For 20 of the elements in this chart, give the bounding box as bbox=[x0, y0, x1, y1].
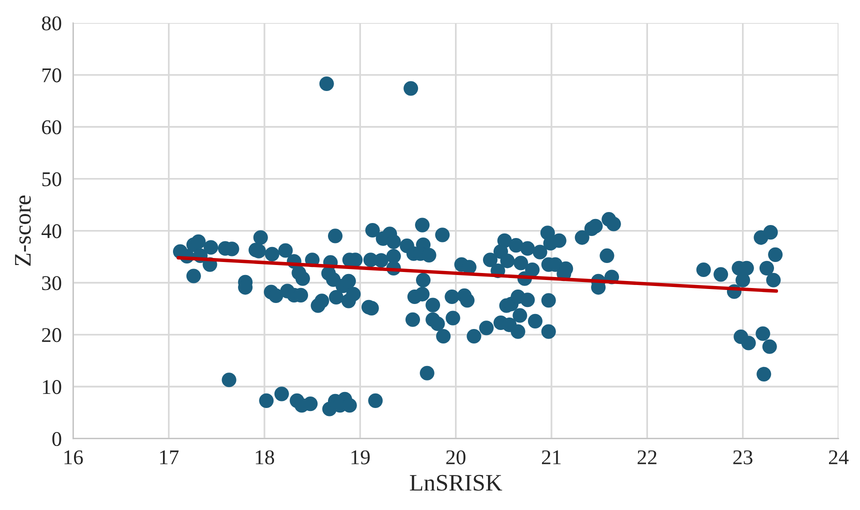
y-axis-title: Z-score bbox=[15, 196, 31, 266]
x-tick-label: 18 bbox=[256, 450, 274, 464]
y-tick-label: 0 bbox=[52, 432, 62, 446]
x-axis-title: LnSRISK bbox=[410, 474, 502, 491]
y-tick-label: 30 bbox=[42, 276, 62, 290]
x-tick-label: 16 bbox=[64, 450, 83, 464]
x-tick-label: 17 bbox=[160, 450, 179, 464]
y-tick-label: 40 bbox=[42, 224, 62, 238]
y-tick-label: 10 bbox=[42, 380, 62, 394]
x-tick-label: 19 bbox=[352, 450, 370, 464]
x-tick-label: 21 bbox=[542, 450, 561, 464]
y-tick-label: 80 bbox=[42, 16, 62, 30]
y-tick-label: 20 bbox=[42, 328, 62, 342]
x-tick-label: 22 bbox=[638, 450, 656, 464]
x-tick-label: 23 bbox=[733, 450, 752, 464]
y-tick-label: 60 bbox=[42, 120, 62, 134]
x-tick-label: 24 bbox=[829, 450, 849, 464]
y-tick-label: 70 bbox=[42, 68, 62, 82]
x-tick-label: 20 bbox=[446, 450, 466, 464]
y-tick-label: 50 bbox=[42, 172, 62, 186]
